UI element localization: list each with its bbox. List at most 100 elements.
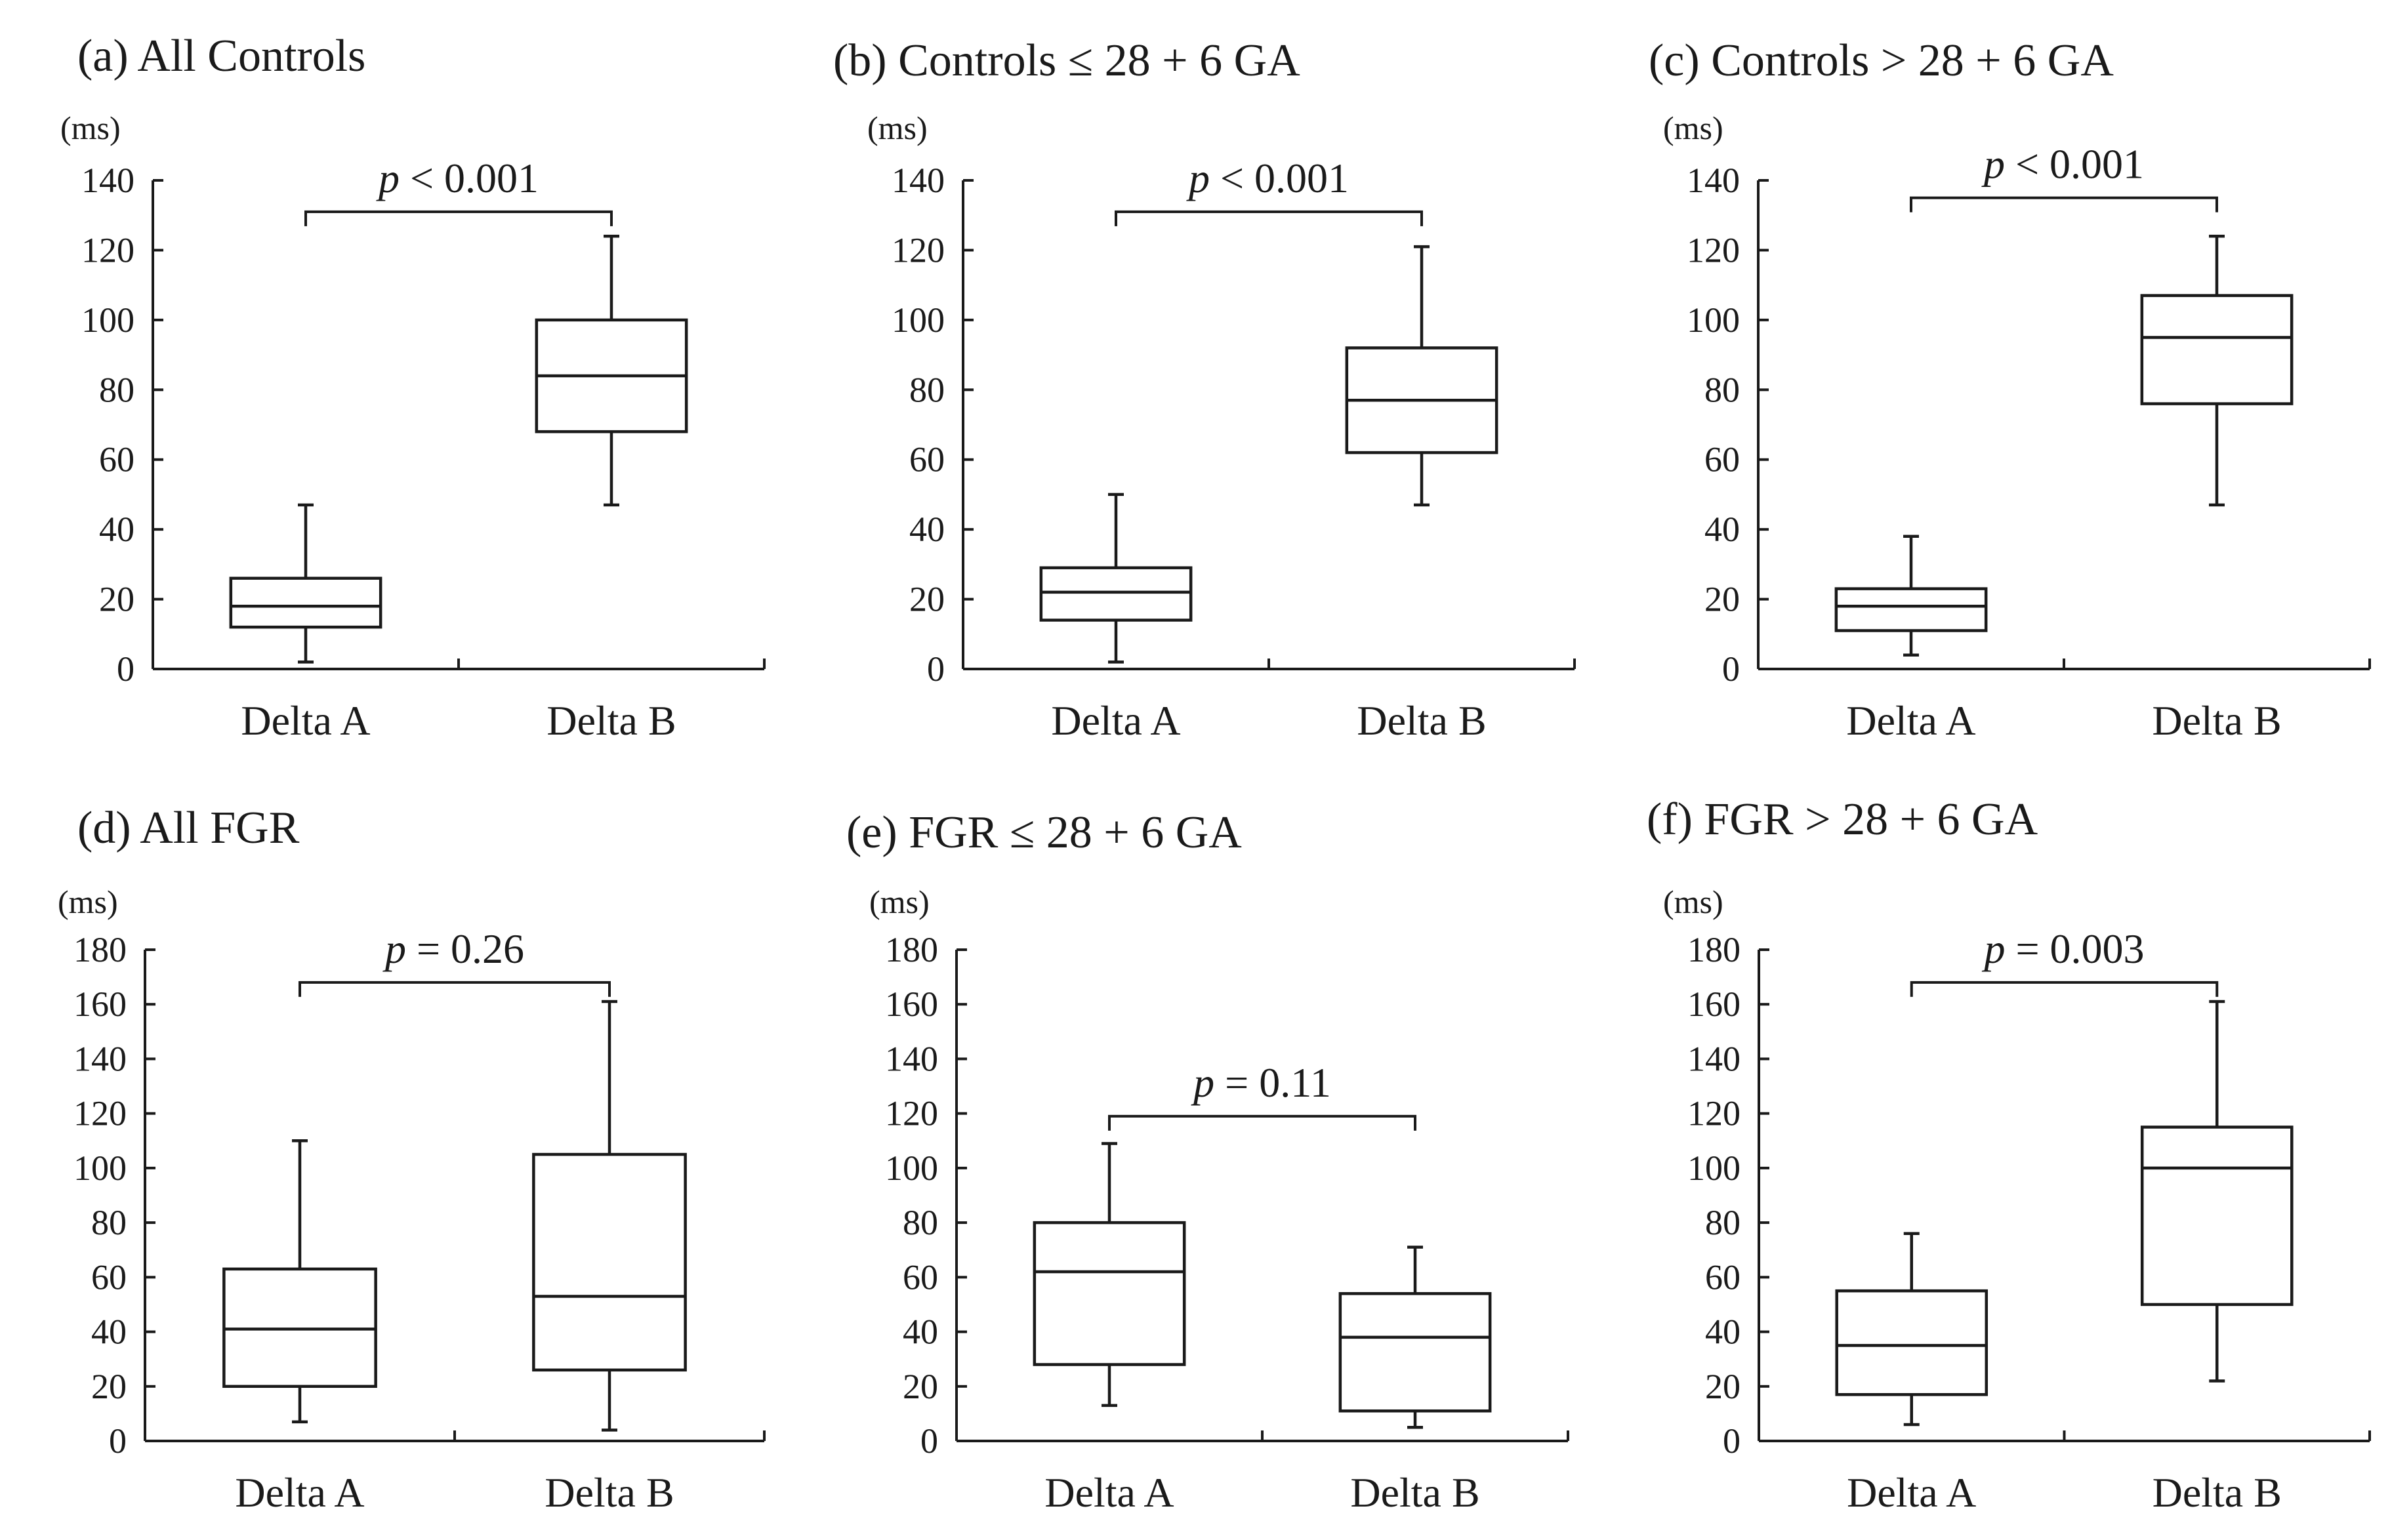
y-tick-label: 0	[920, 1421, 938, 1461]
y-tick-label: 180	[885, 930, 938, 969]
p-symbol: p	[1191, 1059, 1214, 1106]
panel-title: (b) Controls ≤ 28 + 6 GA	[833, 35, 1300, 86]
y-tick-label: 80	[903, 1203, 938, 1242]
iqr-box	[2140, 1125, 2294, 1307]
iqr-box	[1039, 566, 1193, 622]
panel-b: (b) Controls ≤ 28 + 6 GA (ms) 0 20 40 60 80 100…	[833, 35, 1576, 744]
category-label: Delta A	[1847, 1469, 1976, 1516]
y-tick-label: 100	[1687, 300, 1740, 340]
significance-bracket	[1115, 210, 1423, 226]
y-tick-label: 40	[1705, 1312, 1741, 1352]
y-tick-label: 60	[909, 440, 945, 479]
box-delta-a	[1033, 1142, 1186, 1408]
y-axis-unit: (ms)	[867, 110, 928, 146]
y-tick-label: 160	[1687, 984, 1741, 1024]
y-tick-label: 80	[1704, 370, 1740, 409]
p-value-text: < 0.001	[1210, 155, 1349, 201]
y-tick-label: 0	[927, 649, 945, 689]
p-value-label: p < 0.001	[1186, 155, 1349, 201]
y-axis-unit: (ms)	[869, 883, 930, 920]
panel-e: (e) FGR ≤ 28 + 6 GA (ms) 0 20 40 60 80 100 120 14…	[846, 807, 1569, 1516]
y-tick-label: 40	[909, 510, 945, 549]
y-tick-label: 160	[885, 984, 938, 1024]
y-tick-label: 100	[892, 300, 945, 340]
y-tick-label: 60	[91, 1257, 127, 1297]
y-tick-label: 140	[885, 1039, 938, 1078]
p-value-label: p = 0.11	[1191, 1059, 1331, 1106]
y-tick-label: 140	[892, 161, 945, 200]
p-value-text: = 0.003	[2005, 925, 2144, 972]
y-tick-label: 120	[885, 1094, 938, 1133]
y-axis-unit: (ms)	[58, 883, 118, 920]
y-tick-label: 80	[91, 1203, 127, 1242]
box-delta-a	[1835, 1232, 1988, 1427]
box-delta-a	[1039, 493, 1193, 664]
y-tick-label: 120	[1687, 1094, 1741, 1133]
y-tick-label: 60	[1705, 1257, 1741, 1297]
iqr-box	[532, 1152, 687, 1372]
y-tick-label: 100	[81, 300, 134, 340]
panel-title: (c) Controls > 28 + 6 GA	[1649, 35, 2114, 86]
p-value-label: p < 0.001	[376, 155, 539, 201]
iqr-box	[1338, 1292, 1492, 1413]
panel-c: (c) Controls > 28 + 6 GA (ms) 0 20 40 60 80 100…	[1649, 35, 2371, 744]
panel-title: (f) FGR > 28 + 6 GA	[1647, 794, 2038, 845]
category-label: Delta B	[2152, 697, 2281, 744]
iqr-box	[229, 577, 382, 629]
y-tick-label: 0	[117, 649, 134, 689]
y-tick-label: 120	[81, 230, 134, 270]
p-value-text: < 0.001	[400, 155, 539, 201]
y-tick-label: 20	[99, 580, 134, 619]
y-tick-label: 180	[1687, 930, 1741, 969]
y-tick-label: 0	[109, 1421, 127, 1461]
y-tick-label: 140	[73, 1039, 127, 1078]
y-tick-label: 20	[903, 1367, 938, 1406]
y-tick-label: 60	[99, 440, 134, 479]
category-label: Delta B	[545, 1469, 674, 1516]
y-tick-label: 40	[903, 1312, 938, 1352]
box-delta-b	[1345, 245, 1498, 507]
y-tick-label: 20	[1704, 580, 1740, 619]
p-symbol: p	[376, 155, 400, 201]
p-value-text: = 0.11	[1214, 1059, 1331, 1106]
iqr-box	[1834, 587, 1988, 632]
panel-a: (a) All Controls (ms) 0 20 40 60 80 100 120 140 De…	[60, 31, 766, 744]
y-tick-label: 120	[1687, 230, 1740, 270]
y-tick-label: 80	[909, 370, 945, 409]
category-label: Delta A	[1051, 697, 1180, 744]
category-label: Delta A	[235, 1469, 364, 1516]
p-symbol: p	[1981, 141, 2005, 188]
y-tick-label: 0	[1723, 1421, 1741, 1461]
y-tick-label: 20	[909, 580, 945, 619]
y-tick-label: 60	[903, 1257, 938, 1297]
y-tick-label: 180	[73, 930, 127, 969]
box-delta-b	[1338, 1246, 1492, 1429]
category-label: Delta A	[1846, 697, 1975, 744]
y-tick-label: 100	[1687, 1148, 1741, 1188]
p-value-label: p < 0.001	[1981, 141, 2144, 188]
iqr-box	[1033, 1221, 1186, 1366]
y-tick-label: 40	[91, 1312, 127, 1352]
p-symbol: p	[1981, 925, 2005, 972]
y-tick-label: 100	[885, 1148, 938, 1188]
y-tick-label: 60	[1704, 440, 1740, 479]
category-label: Delta A	[1044, 1469, 1174, 1516]
y-tick-label: 20	[1705, 1367, 1741, 1406]
category-label: Delta B	[546, 697, 676, 744]
y-tick-label: 40	[99, 510, 134, 549]
category-label: Delta B	[2153, 1469, 2282, 1516]
p-value-text: < 0.001	[2005, 141, 2144, 188]
y-tick-label: 80	[1705, 1203, 1741, 1242]
y-tick-label: 120	[892, 230, 945, 270]
iqr-box	[1835, 1289, 1988, 1396]
y-tick-label: 20	[91, 1367, 127, 1406]
significance-bracket	[1108, 1114, 1416, 1131]
p-symbol: p	[1186, 155, 1210, 201]
panel-title: (a) All Controls	[77, 31, 365, 81]
box-delta-a	[229, 503, 382, 664]
y-tick-label: 0	[1722, 649, 1740, 689]
y-tick-label: 40	[1704, 510, 1740, 549]
y-tick-label: 120	[73, 1094, 127, 1133]
y-tick-label: 140	[1687, 161, 1740, 200]
significance-bracket	[304, 210, 613, 226]
